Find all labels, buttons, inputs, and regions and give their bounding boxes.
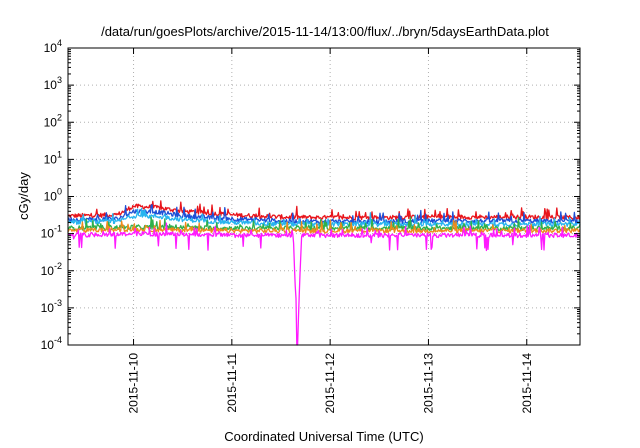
y-tick-label: 10-1 [41, 224, 62, 241]
x-tick-label: 2015-11-11 [225, 353, 239, 413]
x-tick-label: 2015-11-12 [323, 353, 337, 414]
y-axis-title: cGy/day [16, 172, 31, 220]
series-line-6 [67, 222, 581, 346]
x-tick-label: 2015-11-14 [520, 353, 534, 414]
grid [68, 48, 580, 345]
x-tick-label: 2015-11-13 [421, 353, 435, 414]
series-line-1 [67, 200, 581, 221]
y-tick-label: 101 [44, 149, 62, 166]
y-tick-label: 102 [44, 112, 62, 129]
y-tick-label: 10-3 [41, 298, 62, 315]
y-tick-label: 100 [44, 187, 62, 204]
ticks: 10-4 10-3 10-2 10-1 100 101 102 103 104 2015-11-1… [41, 38, 580, 414]
x-tick-label: 2015-11-10 [127, 353, 141, 414]
y-tick-label: 10-2 [41, 261, 62, 278]
chart-title: /data/run/goesPlots/archive/2015-11-14/1… [101, 24, 549, 39]
series-line-5 [67, 219, 581, 234]
x-axis-title: Coordinated Universal Time (UTC) [224, 429, 423, 444]
series-line-3 [67, 207, 581, 228]
y-tick-label: 10-4 [41, 335, 62, 352]
y-tick-label: 103 [44, 75, 62, 92]
series-layer [67, 200, 581, 346]
y-tick-label: 104 [44, 38, 62, 55]
